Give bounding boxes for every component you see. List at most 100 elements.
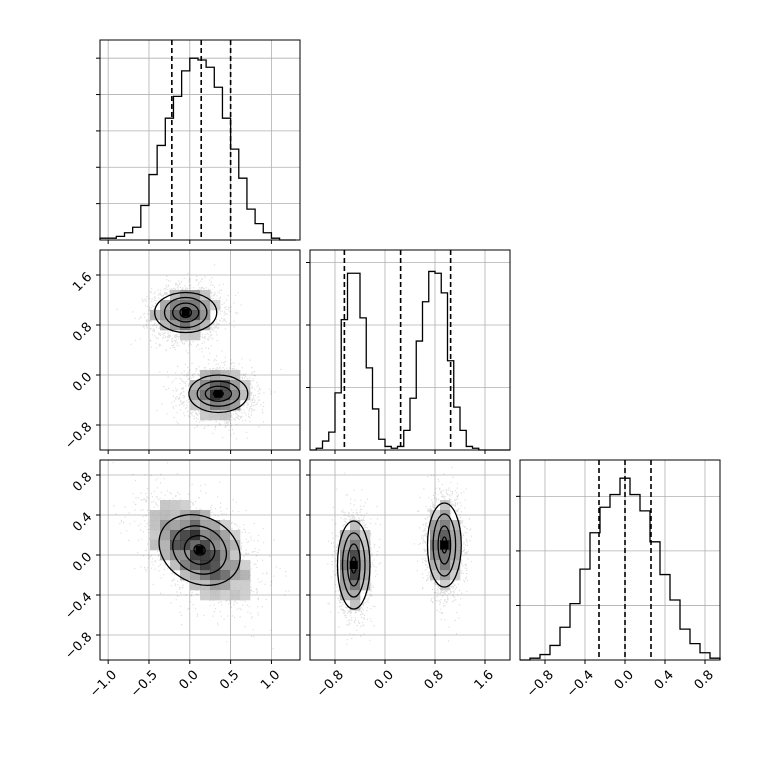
density-cell [230, 370, 241, 381]
density-cell [440, 560, 451, 571]
density-cell [350, 570, 361, 581]
density-cell [170, 510, 181, 521]
density-cell [230, 390, 241, 401]
density-cell [440, 500, 451, 511]
density-cell [190, 290, 201, 301]
contour-level-0 [193, 544, 206, 556]
density-cell [200, 570, 211, 581]
contour-level-1 [437, 525, 452, 565]
panel-frame [99, 249, 301, 451]
density-cell [190, 390, 201, 401]
density-cell [230, 570, 241, 581]
density-peak [181, 308, 190, 317]
density-cell [190, 380, 201, 391]
density-cell [180, 570, 191, 581]
y-tick-label: 0.0 [70, 550, 95, 575]
y-tick-label: −0.8 [62, 630, 95, 663]
density-cell [200, 300, 211, 311]
density-cell [360, 540, 371, 551]
contour-level-2 [432, 513, 457, 577]
contour-level-1 [346, 543, 361, 587]
panel-frame [99, 39, 301, 241]
y-tick-label: 0.4 [70, 510, 95, 535]
density-cell [210, 570, 221, 581]
panel-frame [309, 459, 511, 661]
density-cell [180, 530, 191, 541]
density-cell [190, 330, 201, 341]
x-tick-label: 1.0 [258, 668, 283, 693]
density-cell [190, 580, 201, 591]
contour-level-3 [154, 291, 218, 334]
density-content [112, 462, 290, 650]
density-cell [160, 540, 171, 551]
density-cell [230, 380, 241, 391]
density-cell [170, 300, 181, 311]
density-cell [350, 590, 361, 601]
contour-level-2 [341, 532, 366, 598]
x-tick-label: −0.8 [314, 668, 347, 701]
density-cell [150, 530, 161, 541]
density-cell [160, 500, 171, 511]
density-cell [200, 530, 211, 541]
density-cell [220, 530, 231, 541]
density-cell [180, 330, 191, 341]
density-cell [440, 520, 451, 531]
density-cell [150, 540, 161, 551]
x-tick-label: 0.0 [612, 668, 637, 693]
density-cell [220, 390, 231, 401]
x-tick-label: −0.5 [128, 668, 161, 701]
contour-level-2 [196, 380, 241, 407]
density-cell [180, 560, 191, 571]
density-cell [450, 520, 461, 531]
density-cell [210, 540, 221, 551]
density-cell [160, 550, 171, 561]
y-tick-label: −0.4 [62, 590, 95, 623]
density-cell [200, 290, 211, 301]
density-cell [190, 540, 201, 551]
density-cell [190, 550, 201, 561]
density-cell [210, 560, 221, 571]
density-cell [440, 530, 451, 541]
density-cell [440, 580, 451, 591]
y-tick-label: 0.8 [70, 320, 95, 345]
contour-level-1 [204, 385, 233, 402]
density-cell [180, 520, 191, 531]
density-cell [350, 520, 361, 531]
density-cell [230, 530, 241, 541]
density-cell [170, 560, 181, 571]
density-cell [360, 580, 371, 591]
density-cell [210, 380, 221, 391]
density-peak [214, 389, 223, 398]
contour-level-0 [179, 306, 193, 319]
density-cell [350, 530, 361, 541]
x-tick-label: −0.4 [564, 668, 597, 701]
density-cell [200, 370, 211, 381]
density-cell [160, 300, 171, 311]
density-cell [190, 320, 201, 331]
density-cell [170, 540, 181, 551]
y-tick-label: 0.8 [70, 470, 95, 495]
density-cell [200, 310, 211, 321]
density-cell [150, 520, 161, 531]
x-tick-label: −0.8 [524, 668, 557, 701]
density-cell [200, 590, 211, 601]
density-cell [350, 600, 361, 611]
density-cell [430, 570, 441, 581]
x-tick-label: 0.0 [372, 668, 397, 693]
density-cell [360, 550, 371, 561]
density-cell [200, 320, 211, 331]
density-cell [190, 300, 201, 311]
density-peak [195, 546, 204, 554]
hist-panel-1 [306, 249, 511, 454]
contour-level-2 [163, 296, 208, 329]
density-cell [340, 570, 351, 581]
density-cell [200, 380, 211, 391]
density-cell [210, 590, 221, 601]
contour-level-3 [188, 374, 249, 414]
density-cell [440, 510, 451, 521]
density-cell [190, 310, 201, 321]
density-cell [220, 380, 231, 391]
x-tick-label: −1.0 [87, 668, 120, 701]
y-tick-label: 0.0 [70, 370, 95, 395]
density-cell [170, 530, 181, 541]
